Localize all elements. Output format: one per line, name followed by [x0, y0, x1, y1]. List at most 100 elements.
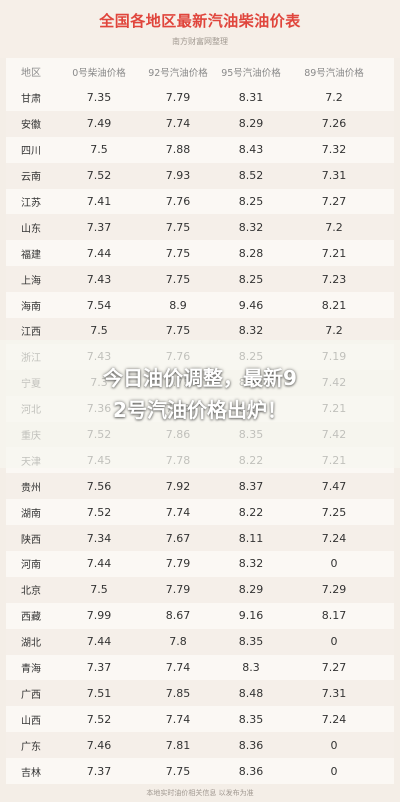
region-cell: 山东: [21, 223, 41, 235]
gasoline-92-cell: 7.76: [165, 195, 191, 208]
gasoline-95-cell: 8.25: [238, 272, 264, 286]
diesel-0-cell: 7.56: [86, 479, 112, 493]
gasoline-95-cell: 8.37: [238, 479, 264, 493]
region-cell: 山西: [21, 715, 41, 727]
headline-line-1: 今日油价调整，最新9: [103, 366, 297, 390]
table-row: 江西 7.5 7.75 8.32 7.2: [6, 318, 394, 344]
region-cell: 陕西: [21, 534, 41, 546]
diesel-0-cell: 7.37: [86, 764, 112, 778]
region-cell: 海南: [21, 301, 41, 313]
gasoline-92-cell: 7.74: [165, 712, 191, 726]
region-cell: 江西: [21, 327, 41, 339]
gasoline-89-cell: 7.2: [325, 91, 343, 105]
gasoline-89-cell: 7.25: [321, 505, 347, 519]
gasoline-95-cell: 8.11: [238, 531, 264, 545]
gasoline-92-cell: 7.75: [165, 220, 191, 234]
header-gasoline-92: 92号汽油价格: [148, 67, 208, 79]
table-row: 云南 7.52 7.93 8.52 7.31: [6, 162, 394, 189]
region-cell: 安徽: [21, 120, 41, 132]
gasoline-95-cell: 8.35: [238, 712, 264, 726]
header-gasoline-95: 95号汽油价格: [221, 67, 281, 79]
gasoline-95-cell: 8.36: [238, 738, 264, 752]
diesel-0-cell: 7.44: [86, 635, 112, 649]
diesel-0-cell: 7.5: [90, 143, 108, 157]
diesel-0-cell: 7.37: [86, 220, 112, 234]
header-region: 地区: [21, 68, 41, 79]
table-row: 湖南 7.52 7.74 8.22 7.25: [6, 499, 394, 525]
gasoline-92-cell: 7.93: [165, 169, 191, 183]
gasoline-95-cell: 8.52: [238, 169, 264, 183]
gasoline-89-cell: 7.27: [321, 195, 347, 208]
diesel-0-cell: 7.43: [86, 272, 112, 286]
diesel-0-cell: 7.99: [86, 609, 112, 623]
gasoline-95-cell: 9.46: [238, 298, 264, 312]
table-row: 陕西 7.34 7.67 8.11 7.24: [6, 525, 394, 552]
table-row: 山东 7.37 7.75 8.32 7.2: [6, 214, 394, 241]
gasoline-95-cell: 8.36: [238, 764, 264, 778]
gasoline-89-cell: 7.31: [321, 169, 347, 183]
gasoline-89-cell: 7.47: [321, 479, 347, 493]
gasoline-89-cell: 8.17: [321, 609, 347, 623]
table-row: 四川 7.5 7.88 8.43 7.32: [6, 137, 394, 163]
gasoline-92-cell: 7.79: [165, 91, 191, 105]
gasoline-95-cell: 8.29: [238, 117, 264, 131]
region-cell: 四川: [21, 146, 41, 158]
diesel-0-cell: 7.46: [86, 738, 112, 752]
table-row: 上海 7.43 7.75 8.25 7.23: [6, 266, 394, 293]
region-cell: 湖南: [21, 508, 41, 520]
region-cell: 湖北: [21, 638, 41, 650]
gasoline-92-cell: 8.67: [165, 609, 191, 623]
region-cell: 云南: [21, 172, 41, 184]
gasoline-92-cell: 7.75: [165, 764, 191, 778]
gasoline-95-cell: 8.3: [242, 661, 260, 675]
gasoline-92-cell: 8.9: [169, 298, 187, 312]
region-cell: 贵州: [21, 482, 41, 494]
diesel-0-cell: 7.51: [86, 686, 112, 700]
gasoline-89-cell: 7.2: [325, 324, 343, 338]
region-cell: 福建: [21, 249, 41, 261]
gasoline-89-cell: 0: [330, 635, 338, 649]
page-subtitle: 南方财富网整理: [172, 37, 228, 46]
table-row: 贵州 7.56 7.92 8.37 7.47: [6, 473, 394, 500]
diesel-0-cell: 7.5: [90, 583, 108, 597]
diesel-0-cell: 7.52: [86, 169, 112, 183]
gasoline-89-cell: 7.29: [321, 583, 347, 597]
table-row: 湖北 7.44 7.8 8.35 0: [6, 628, 394, 655]
diesel-0-cell: 7.34: [86, 531, 112, 545]
gasoline-95-cell: 8.22: [238, 505, 264, 519]
table-row: 河南 7.44 7.79 8.32 0: [6, 551, 394, 577]
region-cell: 河南: [21, 560, 41, 572]
gasoline-89-cell: 7.24: [321, 531, 347, 545]
gasoline-92-cell: 7.67: [165, 531, 191, 545]
gasoline-92-cell: 7.8: [169, 635, 187, 649]
region-cell: 广东: [21, 741, 41, 753]
gasoline-89-cell: 7.23: [321, 272, 347, 286]
gasoline-95-cell: 9.16: [238, 609, 264, 623]
gasoline-92-cell: 7.74: [165, 117, 191, 131]
headline-text: 今日油价调整，最新9 2号汽油价格出炉！: [0, 362, 400, 426]
region-cell: 北京: [21, 586, 41, 598]
gasoline-89-cell: 7.31: [321, 686, 347, 700]
gasoline-95-cell: 8.43: [238, 143, 264, 157]
diesel-0-cell: 7.44: [86, 246, 112, 260]
table-row: 安徽 7.49 7.74 8.29 7.26: [6, 110, 394, 137]
table-row: 广西 7.51 7.85 8.48 7.31: [6, 680, 394, 707]
gasoline-95-cell: 8.31: [238, 91, 264, 105]
gasoline-89-cell: 7.2: [325, 220, 343, 234]
header-gasoline-89: 89号汽油价格: [304, 67, 364, 79]
gasoline-92-cell: 7.74: [165, 661, 191, 675]
table-row: 江苏 7.41 7.76 8.25 7.27: [6, 189, 394, 215]
gasoline-92-cell: 7.88: [165, 143, 191, 157]
gasoline-92-cell: 7.75: [165, 272, 191, 286]
gasoline-89-cell: 8.21: [321, 298, 347, 312]
headline-overlay: [0, 340, 400, 468]
diesel-0-cell: 7.44: [86, 557, 112, 571]
diesel-0-cell: 7.49: [86, 117, 112, 131]
region-cell: 青海: [21, 664, 41, 676]
gasoline-92-cell: 7.81: [165, 738, 191, 752]
table-row: 山西 7.52 7.74 8.35 7.24: [6, 706, 394, 732]
gasoline-92-cell: 7.75: [165, 324, 191, 338]
table-row: 西藏 7.99 8.67 9.16 8.17: [6, 603, 394, 629]
region-cell: 上海: [21, 275, 41, 287]
gasoline-89-cell: 0: [330, 557, 338, 571]
